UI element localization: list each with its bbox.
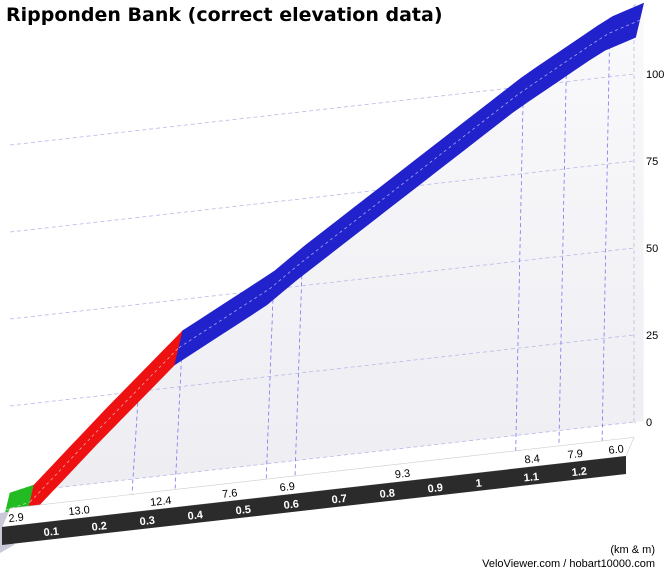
x-tick-label: 0.6 [283, 498, 299, 512]
gradient-label: 7.9 [567, 448, 583, 462]
units-label: (km & m) [610, 544, 655, 556]
x-tick-label: 1.1 [523, 471, 539, 485]
x-tick-label: 1 [475, 477, 482, 490]
x-tick-label: 0.2 [91, 520, 107, 534]
x-tick-label: 1.2 [571, 466, 587, 480]
credit-label: VeloViewer.com / hobart10000.com [482, 558, 655, 570]
y-tick-label: 100 [646, 69, 664, 81]
gradient-label: 2.9 [8, 512, 24, 526]
gradient-label: 7.6 [222, 487, 238, 501]
x-tick-label: 0.1 [43, 526, 59, 540]
y-tick-label: 75 [646, 156, 658, 168]
x-tick-label: 0.9 [427, 482, 443, 496]
y-tick-label: 0 [646, 417, 652, 429]
grade-strip [1, 436, 635, 528]
gradient-label: 6.0 [608, 443, 624, 457]
grade-marker-line [558, 46, 568, 452]
x-tick-label: 0.5 [235, 504, 251, 518]
gradient-label: 8.4 [524, 453, 540, 467]
chart-title: Ripponden Bank (correct elevation data) [6, 4, 443, 26]
gradient-label: 12.4 [150, 495, 173, 509]
grade-marker-line [601, 17, 611, 447]
x-tick-label: 0.8 [379, 487, 395, 501]
x-tick-label: 0.4 [187, 509, 204, 523]
gradient-label: 6.9 [279, 481, 295, 495]
profile-highlight [5, 501, 31, 511]
grade-marker-line [265, 271, 275, 485]
x-tick-label: 0.7 [331, 493, 347, 507]
gradient-label: 9.3 [394, 468, 410, 482]
profile-segment [174, 2, 645, 366]
y-tick-label: 25 [646, 330, 658, 342]
grade-marker-line [515, 76, 524, 457]
x-tick-label: 0.3 [139, 515, 155, 529]
profile-highlight [178, 19, 640, 349]
profile-highlight [29, 347, 180, 503]
distance-axis-strip [2, 456, 626, 545]
y-tick-label: 50 [646, 243, 658, 255]
gradient-label: 13.0 [68, 504, 91, 518]
